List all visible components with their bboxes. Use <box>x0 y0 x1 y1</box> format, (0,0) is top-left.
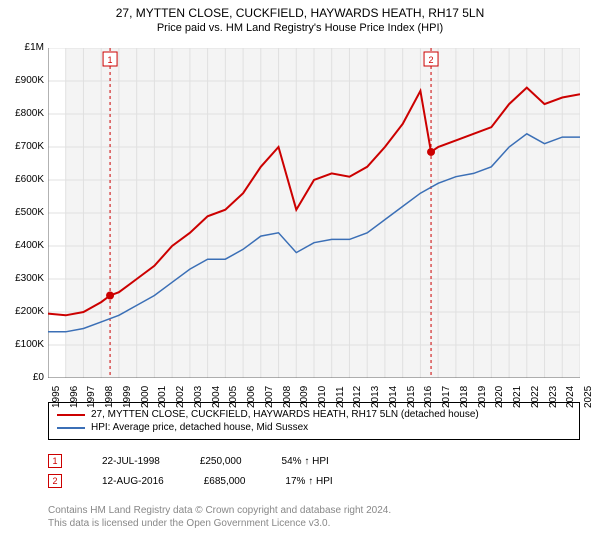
legend-swatch <box>57 414 85 416</box>
marker-date: 12-AUG-2016 <box>102 476 164 487</box>
marker-price: £685,000 <box>204 476 246 487</box>
marker-date: 22-JUL-1998 <box>102 456 160 467</box>
sale-markers-table: 1 22-JUL-1998 £250,000 54% ↑ HPI 2 12-AU… <box>48 448 580 494</box>
marker-vs-hpi: 17% ↑ HPI <box>285 476 332 487</box>
marker-box-icon: 1 <box>48 454 62 468</box>
svg-text:1: 1 <box>108 55 113 65</box>
chart-legend: 27, MYTTEN CLOSE, CUCKFIELD, HAYWARDS HE… <box>48 402 580 440</box>
price-chart: 12 <box>48 48 580 378</box>
sale-marker-row: 1 22-JUL-1998 £250,000 54% ↑ HPI <box>48 454 580 468</box>
footer-line: Contains HM Land Registry data © Crown c… <box>48 504 580 517</box>
sale-marker-row: 2 12-AUG-2016 £685,000 17% ↑ HPI <box>48 474 580 488</box>
footer-line: This data is licensed under the Open Gov… <box>48 517 580 530</box>
svg-text:2: 2 <box>429 55 434 65</box>
footer-attribution: Contains HM Land Registry data © Crown c… <box>48 504 580 530</box>
legend-item: HPI: Average price, detached house, Mid … <box>57 422 571 433</box>
chart-title: 27, MYTTEN CLOSE, CUCKFIELD, HAYWARDS HE… <box>0 0 600 20</box>
legend-item: 27, MYTTEN CLOSE, CUCKFIELD, HAYWARDS HE… <box>57 409 571 420</box>
legend-label: 27, MYTTEN CLOSE, CUCKFIELD, HAYWARDS HE… <box>91 409 479 420</box>
marker-vs-hpi: 54% ↑ HPI <box>282 456 329 467</box>
marker-price: £250,000 <box>200 456 242 467</box>
marker-box-icon: 2 <box>48 474 62 488</box>
legend-swatch <box>57 427 85 429</box>
chart-subtitle: Price paid vs. HM Land Registry's House … <box>0 20 600 34</box>
legend-label: HPI: Average price, detached house, Mid … <box>91 422 308 433</box>
